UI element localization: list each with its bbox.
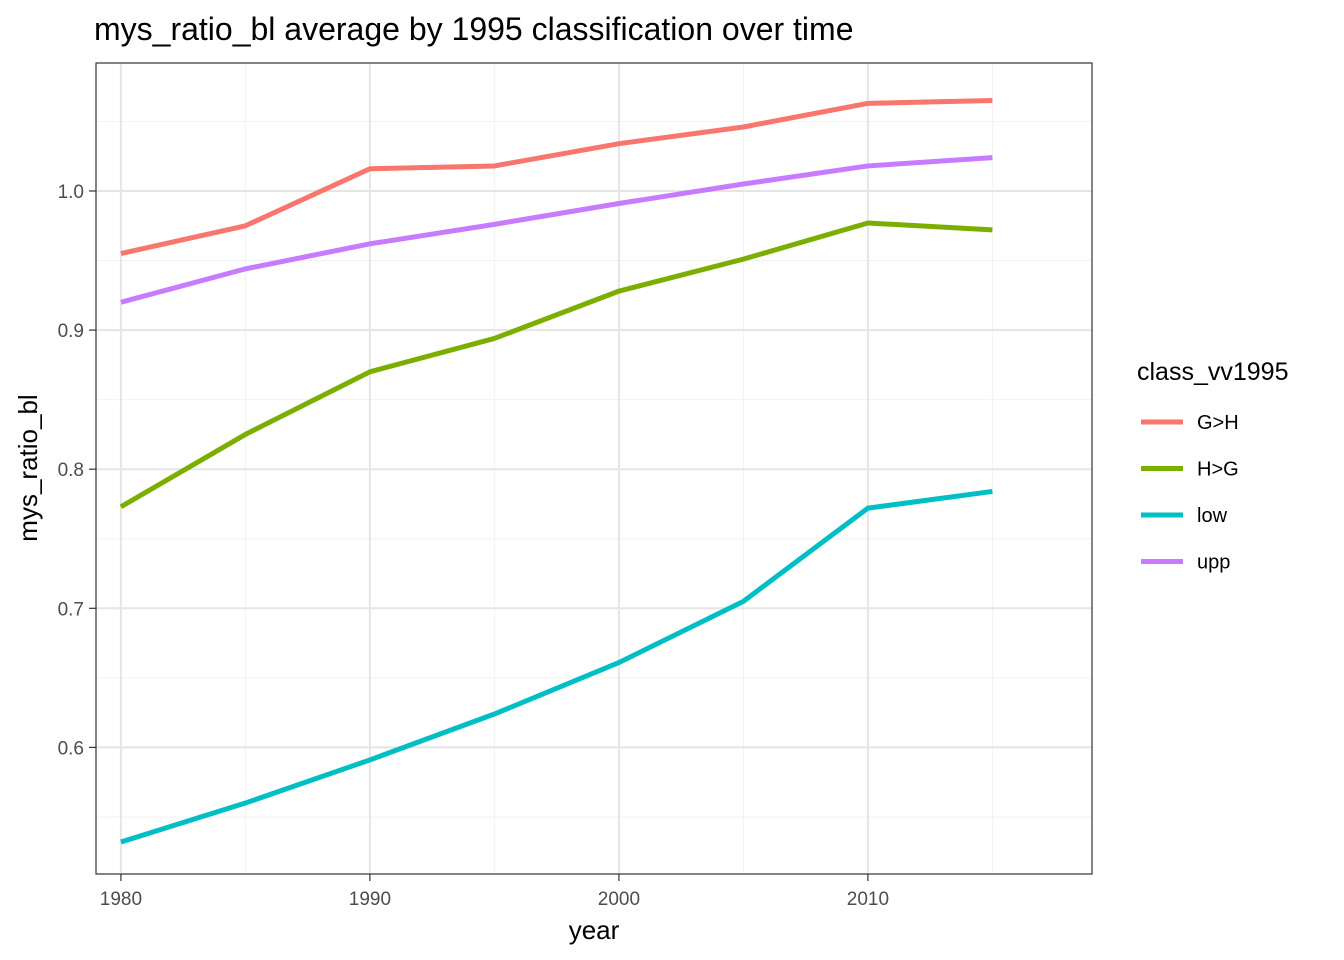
series-line-h-g [119,220,993,509]
y-axis-title: mys_ratio_bl [13,394,43,541]
series-line-g-h [120,98,993,257]
y-tick-label: 0.6 [58,738,84,759]
legend-label-upp: upp [1197,552,1230,574]
panel-border [95,62,1093,875]
y-tick-label: 0.8 [58,460,84,481]
x-axis-title: year [569,915,620,945]
legend-items: G>H H>G low upp [1141,412,1239,574]
legend-label-h-g: H>G [1197,459,1239,481]
x-axis: 1980 1990 2000 2010 [100,874,889,910]
x-tick-label: 1980 [100,889,142,910]
x-tick-label: 1990 [349,889,391,910]
plot-panel [95,62,1093,875]
series-line-low [120,488,993,845]
y-axis: 0.6 0.7 0.8 0.9 1.0 [58,182,96,759]
series-line-upp [120,155,993,305]
legend-label-g-h: G>H [1197,412,1239,434]
legend-label-low: low [1197,505,1228,527]
y-tick-label: 1.0 [58,182,84,203]
chart-title: mys_ratio_bl average by 1995 classificat… [94,11,853,47]
x-tick-label: 2000 [598,889,640,910]
x-tick-label: 2010 [847,889,889,910]
series-lines [119,98,993,845]
legend: class_vv1995 G>H H>G low upp [1137,358,1288,574]
y-tick-label: 0.9 [58,321,84,342]
legend-title: class_vv1995 [1137,358,1288,386]
grid-major [96,63,1092,874]
y-tick-label: 0.7 [58,599,84,620]
